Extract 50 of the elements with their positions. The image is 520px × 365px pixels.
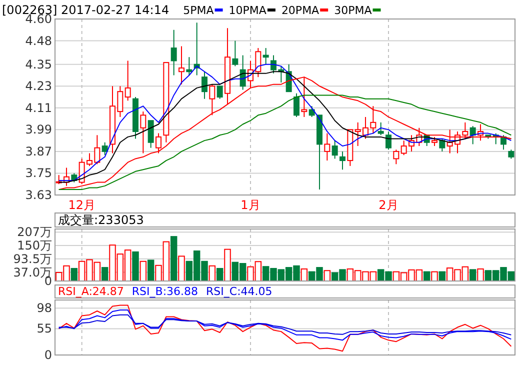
y-tick-label: 0 [44, 348, 52, 362]
chart-title: [002263] 2017-02-27 14:14 [2, 3, 170, 17]
bar [170, 236, 178, 282]
bar [300, 268, 308, 282]
y-tick-label: 4.35 [25, 57, 52, 72]
x-tick-label: 12月 [68, 198, 96, 212]
y-tick-label: 150万 [17, 238, 52, 253]
candlestick [324, 132, 330, 162]
y-tick-label: 3.99 [25, 122, 52, 137]
text: RSI_C:44.05 [206, 285, 272, 298]
y-tick-label: 4.48 [25, 34, 52, 48]
candlestick [170, 29, 177, 76]
bar [216, 268, 224, 282]
y-tick-label: 55 [36, 322, 52, 336]
x-tick-label: 1月 [240, 198, 260, 212]
bar [147, 260, 154, 282]
line-series [58, 314, 512, 336]
y-tick-label: 3.87 [25, 144, 52, 158]
y-tick-label: 207万 [17, 225, 52, 240]
bar [101, 267, 108, 282]
bar [140, 260, 147, 282]
series-label: RSI_A:24.87 [58, 285, 124, 298]
legend-label: 5PMA [183, 4, 214, 17]
bar [224, 248, 231, 282]
y-tick-label: 3.63 [25, 188, 52, 202]
candlestick [178, 46, 184, 85]
chart-title: 成交量:233053 [58, 213, 144, 227]
bar [431, 271, 438, 282]
bar [178, 256, 185, 282]
bar [324, 270, 331, 282]
y-tick-label: 4.23 [25, 79, 52, 94]
line-series [58, 304, 512, 352]
y-tick-label: 4.11 [25, 100, 52, 115]
line-series [58, 310, 512, 341]
y-tick-label: 3.75 [25, 166, 52, 180]
legend-label: 30PMA [334, 4, 372, 17]
x-tick-label: 2月 [378, 198, 398, 212]
bar [469, 269, 476, 282]
legend-label: 10PMA [228, 4, 267, 17]
candlestick [340, 150, 346, 170]
line-series [58, 94, 512, 190]
bar [477, 268, 484, 282]
bar [208, 265, 216, 282]
legend-label: 20PMA [281, 4, 320, 17]
candlestick [262, 48, 269, 65]
y-tick-label: 98 [36, 301, 52, 316]
series-label: RSI_B:36.88 [132, 285, 198, 298]
bar [70, 268, 78, 282]
y-tick-label: 93.5万 [13, 252, 52, 266]
bar [132, 251, 139, 282]
